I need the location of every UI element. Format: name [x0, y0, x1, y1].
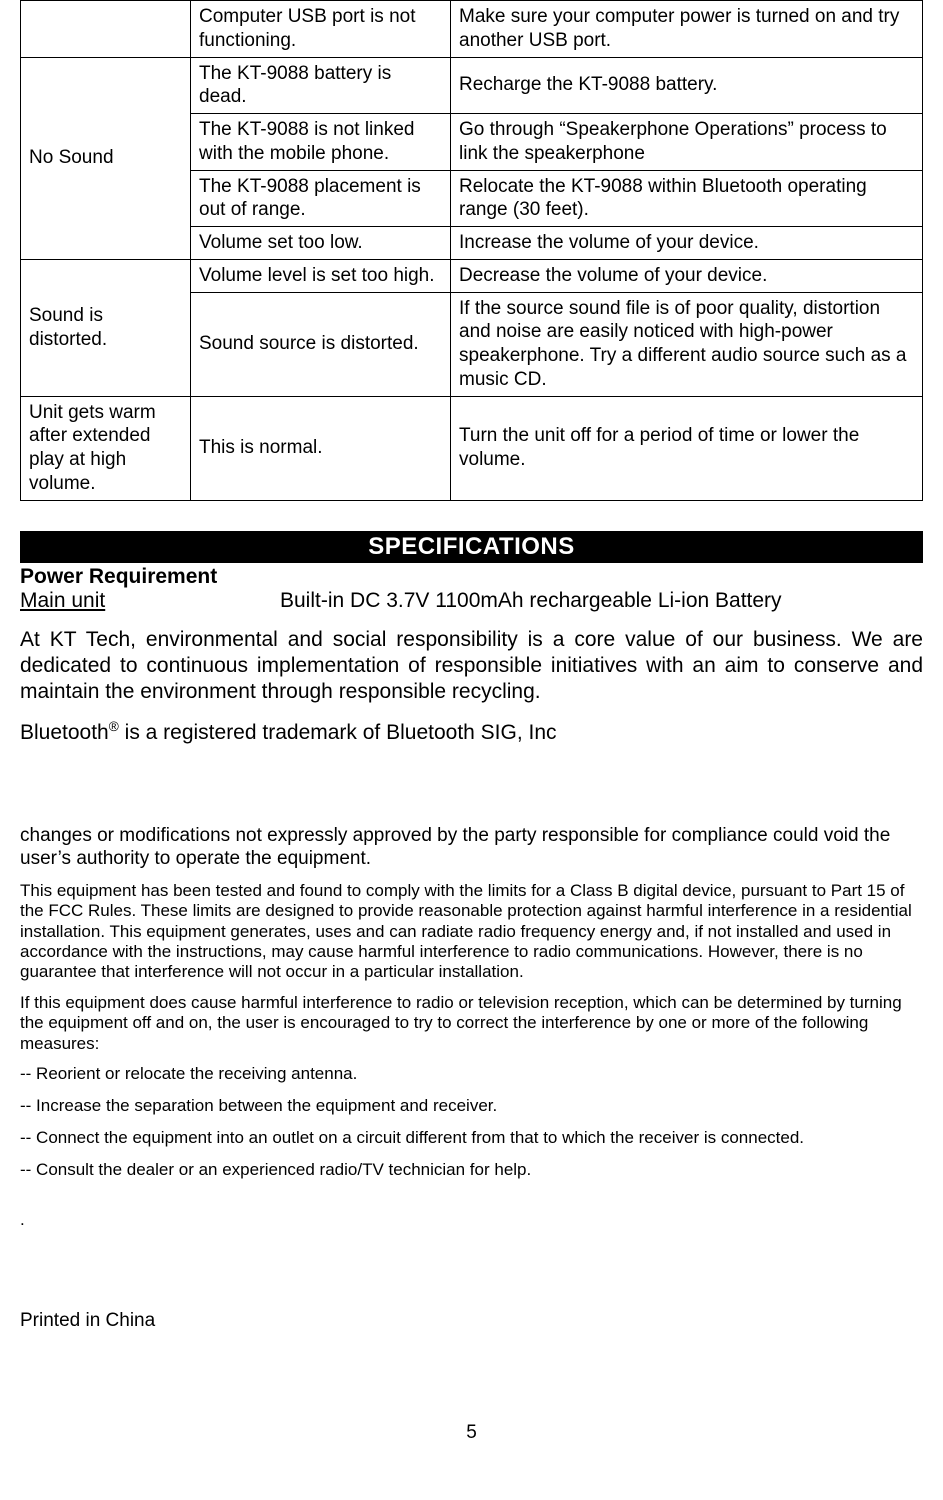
cause-cell: The KT-9088 placement is out of range.	[191, 170, 451, 227]
solution-cell: If the source sound file is of poor qual…	[451, 292, 923, 396]
solution-cell: Increase the volume of your device.	[451, 227, 923, 260]
troubleshooting-table: Computer USB port is not functioning. Ma…	[20, 0, 923, 501]
solution-cell: Recharge the KT-9088 battery.	[451, 57, 923, 114]
trademark-notice: Bluetooth® is a registered trademark of …	[20, 719, 923, 745]
fcc-measure-item: -- Increase the separation between the e…	[20, 1096, 923, 1116]
main-unit-value: Built-in DC 3.7V 1100mAh rechargeable Li…	[280, 589, 782, 613]
spec-row: Main unit Built-in DC 3.7V 1100mAh recha…	[20, 589, 923, 613]
solution-cell: Decrease the volume of your device.	[451, 259, 923, 292]
fcc-measure-item: -- Connect the equipment into an outlet …	[20, 1128, 923, 1148]
table-row: No Sound The KT-9088 battery is dead. Re…	[21, 57, 923, 114]
fcc-para-1: changes or modifications not expressly a…	[20, 825, 923, 871]
power-requirement-label: Power Requirement	[20, 565, 923, 589]
environmental-text: At KT Tech, environmental and social res…	[20, 627, 923, 706]
solution-cell: Make sure your computer power is turned …	[451, 1, 923, 58]
printed-in: Printed in China	[20, 1310, 923, 1332]
problem-cell	[21, 1, 191, 58]
dot: .	[20, 1210, 923, 1230]
page-number: 5	[20, 1422, 923, 1444]
trademark-prefix: Bluetooth	[20, 721, 109, 744]
solution-cell: Relocate the KT-9088 within Bluetooth op…	[451, 170, 923, 227]
cause-cell: Volume level is set too high.	[191, 259, 451, 292]
problem-cell: Unit gets warm after extended play at hi…	[21, 396, 191, 500]
problem-cell: Sound is distorted.	[21, 259, 191, 396]
cause-cell: Computer USB port is not functioning.	[191, 1, 451, 58]
cause-cell: Sound source is distorted.	[191, 292, 451, 396]
fcc-para-2: This equipment has been tested and found…	[20, 881, 923, 983]
solution-cell: Turn the unit off for a period of time o…	[451, 396, 923, 500]
fcc-measure-item: -- Reorient or relocate the receiving an…	[20, 1064, 923, 1084]
cause-cell: The KT-9088 battery is dead.	[191, 57, 451, 114]
cause-cell: The KT-9088 is not linked with the mobil…	[191, 114, 451, 171]
trademark-suffix: is a registered trademark of Bluetooth S…	[119, 721, 557, 744]
table-row: Sound is distorted. Volume level is set …	[21, 259, 923, 292]
cause-cell: Volume set too low.	[191, 227, 451, 260]
table-row: Unit gets warm after extended play at hi…	[21, 396, 923, 500]
problem-cell: No Sound	[21, 57, 191, 259]
cause-cell: This is normal.	[191, 396, 451, 500]
main-unit-label: Main unit	[20, 589, 280, 613]
specifications-header: SPECIFICATIONS	[20, 531, 923, 563]
solution-cell: Go through “Speakerphone Operations” pro…	[451, 114, 923, 171]
fcc-para-3: If this equipment does cause harmful int…	[20, 993, 923, 1054]
fcc-measure-item: -- Consult the dealer or an experienced …	[20, 1160, 923, 1180]
registered-symbol: ®	[109, 719, 119, 734]
table-row: Computer USB port is not functioning. Ma…	[21, 1, 923, 58]
